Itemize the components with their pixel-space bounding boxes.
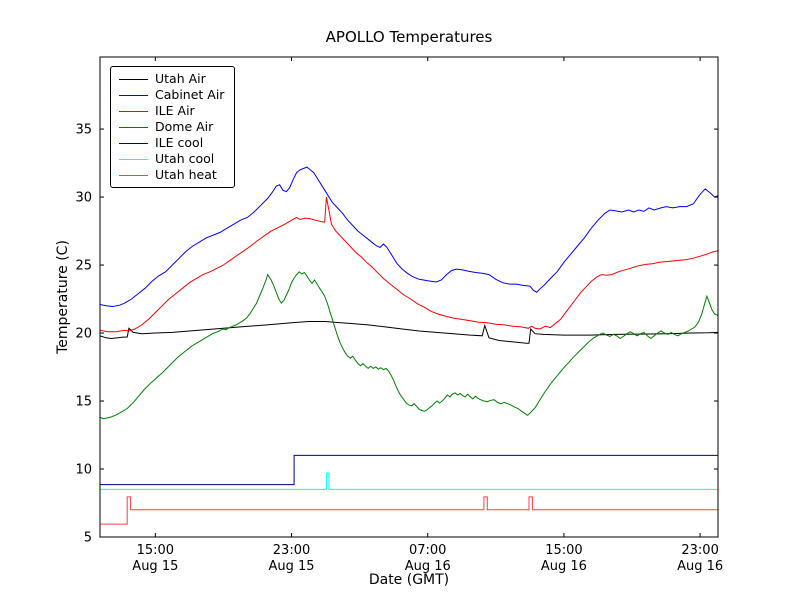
y-axis-label: Temperature (C) — [55, 240, 71, 354]
y-tick-label: 10 — [75, 463, 92, 478]
y-tick-label: 35 — [75, 123, 92, 138]
legend-label: Dome Air — [155, 119, 214, 134]
legend-line-sample — [119, 94, 148, 96]
x-tick-label-date: Aug 16 — [541, 559, 587, 574]
series-line-utah-air — [100, 321, 718, 344]
y-tick-label: 25 — [75, 259, 92, 274]
plot-border — [99, 56, 719, 538]
legend-label: Utah cool — [155, 151, 215, 166]
series-line-ile-cool — [100, 454, 718, 486]
legend-item-cabinet-air: Cabinet Air — [119, 88, 224, 102]
x-tick-label-date: Aug 16 — [677, 559, 723, 574]
series-line-ile-air — [100, 197, 718, 333]
legend-line-sample — [119, 142, 148, 144]
legend-item-dome-air: Dome Air — [119, 120, 224, 134]
x-axis-label: Date (GMT) — [368, 572, 450, 588]
x-tick-label-date: Aug 16 — [405, 559, 451, 574]
legend-line-sample — [119, 158, 148, 160]
y-tick-label: 5 — [84, 531, 92, 546]
legend-line-sample — [119, 78, 148, 80]
series-line-utah-heat — [100, 496, 718, 525]
y-tick-label: 15 — [75, 395, 92, 410]
legend-label: ILE Air — [155, 103, 195, 118]
series-line-utah-cool — [100, 472, 718, 490]
series-line-dome-air — [100, 271, 718, 420]
x-tick-label-date: Aug 15 — [132, 559, 178, 574]
x-tick-label-time: 15:00 — [137, 543, 174, 558]
legend-line-sample — [119, 174, 148, 176]
legend-line-sample — [119, 126, 148, 128]
x-tick-label-date: Aug 15 — [268, 559, 314, 574]
legend-item-utah-heat: Utah heat — [119, 168, 224, 182]
y-tick-label: 30 — [75, 191, 92, 206]
legend-label: ILE cool — [155, 135, 204, 150]
x-tick-label-time: 15:00 — [545, 543, 582, 558]
legend-label: Cabinet Air — [155, 87, 225, 102]
legend-label: Utah Air — [155, 71, 206, 86]
series-group — [100, 166, 718, 525]
legend-item-utah-air: Utah Air — [119, 72, 224, 86]
chart-title: APOLLO Temperatures — [325, 28, 493, 46]
x-tick-label-time: 07:00 — [409, 543, 446, 558]
series-line-cabinet-air — [100, 166, 718, 308]
legend-item-utah-cool: Utah cool — [119, 152, 224, 166]
legend-item-ile-air: ILE Air — [119, 104, 224, 118]
legend: Utah Air Cabinet Air ILE Air Dome Air ILE co… — [110, 66, 236, 188]
legend-item-ile-cool: ILE cool — [119, 136, 224, 150]
legend-label: Utah heat — [155, 167, 217, 182]
legend-line-sample — [119, 110, 148, 112]
x-tick-label-time: 23:00 — [681, 543, 718, 558]
x-tick-label-time: 23:00 — [273, 543, 310, 558]
y-tick-label: 20 — [75, 327, 92, 342]
